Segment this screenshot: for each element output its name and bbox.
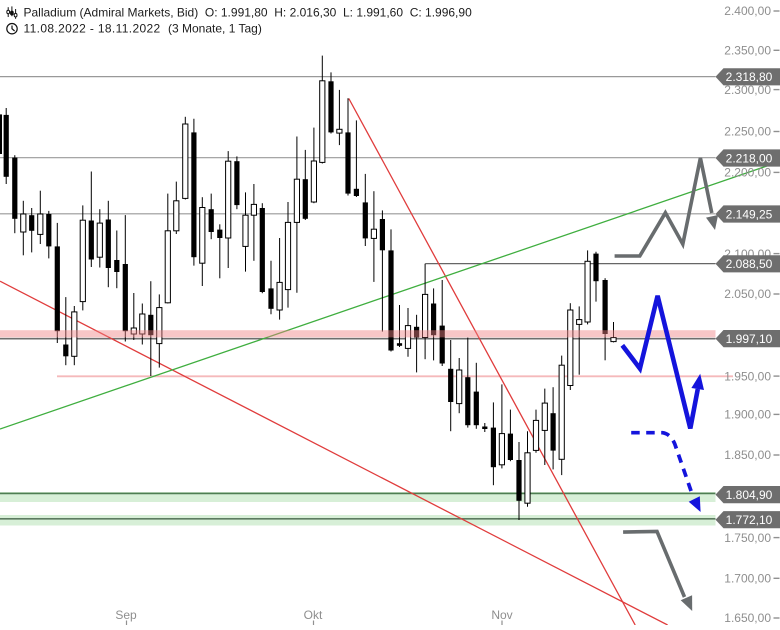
svg-text:Sep: Sep	[115, 608, 137, 622]
svg-text:1.750,00: 1.750,00	[724, 531, 771, 545]
svg-text:11.08.2022 - 18.11.2022: 11.08.2022 - 18.11.2022	[24, 22, 161, 36]
svg-text:2.200,00: 2.200,00	[724, 166, 771, 180]
svg-text:2.318,80: 2.318,80	[726, 70, 773, 84]
svg-text:Nov: Nov	[491, 608, 512, 622]
svg-text:2.400,00: 2.400,00	[724, 4, 771, 18]
svg-text:1.700,00: 1.700,00	[724, 572, 771, 586]
svg-text:2.050,00: 2.050,00	[724, 287, 771, 301]
svg-text:2.149,25: 2.149,25	[726, 207, 773, 221]
svg-text:(3 Monate, 1 Tag): (3 Monate, 1 Tag)	[168, 22, 262, 36]
svg-text:Okt: Okt	[304, 608, 323, 622]
svg-text:2.350,00: 2.350,00	[724, 44, 771, 58]
svg-text:1.772,10: 1.772,10	[726, 513, 773, 527]
svg-text:1.850,00: 1.850,00	[724, 448, 771, 462]
svg-text:2.088,50: 2.088,50	[726, 257, 773, 271]
svg-text:2.300,00: 2.300,00	[724, 83, 771, 97]
svg-text:1.804,90: 1.804,90	[726, 488, 773, 502]
svg-text:1.997,10: 1.997,10	[726, 332, 773, 346]
svg-text:1.650,00: 1.650,00	[724, 611, 771, 625]
svg-text:1.950,00: 1.950,00	[724, 369, 771, 383]
svg-text:Palladium (Admiral Markets, Bi: Palladium (Admiral Markets, Bid) O: 1.99…	[24, 6, 473, 20]
svg-text:1.900,00: 1.900,00	[724, 408, 771, 422]
svg-text:2.250,00: 2.250,00	[724, 125, 771, 139]
svg-text:2.218,00: 2.218,00	[726, 151, 773, 165]
